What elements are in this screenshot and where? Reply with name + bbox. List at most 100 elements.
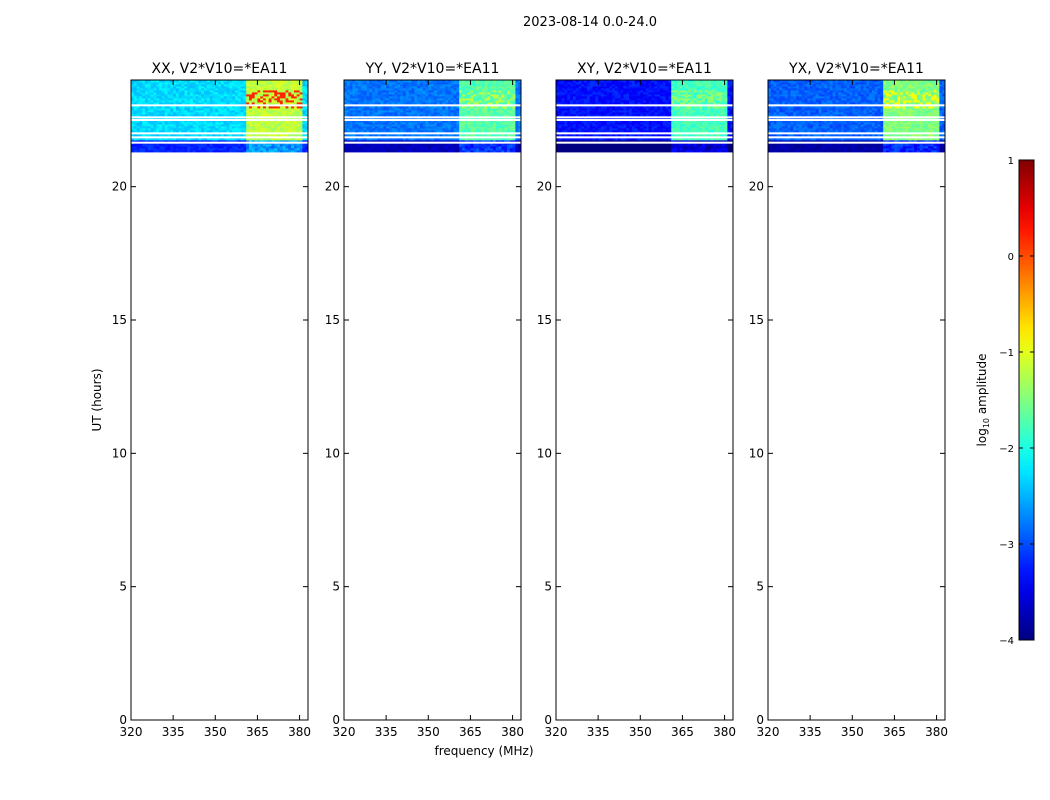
heatmap-cell bbox=[442, 92, 446, 95]
heatmap-cell bbox=[495, 112, 499, 115]
heatmap-cell bbox=[617, 144, 622, 147]
heatmap-cell bbox=[139, 80, 143, 83]
heatmap-cell bbox=[156, 134, 160, 137]
heatmap-cell bbox=[403, 112, 407, 115]
heatmap-cell bbox=[512, 110, 516, 113]
heatmap-cell bbox=[360, 130, 365, 133]
heatmap-cell bbox=[456, 134, 460, 137]
heatmap-cell bbox=[234, 128, 239, 131]
heatmap-cell bbox=[419, 150, 424, 153]
heatmap-cell bbox=[366, 144, 370, 147]
heatmap-cell bbox=[246, 80, 250, 83]
heatmap-cell bbox=[363, 96, 367, 99]
heatmap-cell bbox=[467, 84, 471, 87]
heatmap-cell bbox=[425, 114, 429, 117]
heatmap-cell bbox=[218, 150, 222, 153]
heatmap-cell bbox=[707, 150, 711, 153]
heatmap-cell bbox=[484, 138, 488, 141]
heatmap-cell bbox=[218, 128, 222, 131]
heatmap-cell bbox=[456, 100, 460, 103]
heatmap-cell bbox=[501, 94, 505, 97]
heatmap-cell bbox=[226, 150, 230, 153]
heatmap-cell bbox=[215, 90, 219, 93]
heatmap-cell bbox=[481, 120, 485, 123]
heatmap-cell bbox=[495, 134, 499, 137]
heatmap-cell bbox=[268, 84, 272, 87]
heatmap-cell bbox=[358, 100, 362, 103]
heatmap-cell bbox=[445, 92, 449, 95]
heatmap-cell bbox=[161, 130, 166, 133]
heatmap-cell bbox=[285, 148, 289, 151]
heatmap-cell bbox=[344, 84, 348, 87]
heatmap-cell bbox=[204, 126, 208, 129]
heatmap-cell bbox=[136, 98, 140, 101]
heatmap-cell bbox=[246, 150, 250, 153]
heatmap-cell bbox=[490, 114, 494, 117]
heatmap-cell bbox=[363, 86, 367, 89]
heatmap-cell bbox=[257, 84, 261, 87]
heatmap-cell bbox=[257, 140, 261, 143]
heatmap-cell bbox=[147, 110, 152, 113]
heatmap-cell bbox=[518, 140, 522, 143]
heatmap-cell bbox=[175, 134, 180, 137]
heatmap-cell bbox=[476, 88, 480, 91]
heatmap-cell bbox=[302, 86, 306, 89]
heatmap-cell bbox=[428, 86, 432, 89]
heatmap-cell bbox=[498, 126, 502, 129]
heatmap-cell bbox=[229, 150, 233, 153]
heatmap-cell bbox=[145, 88, 149, 91]
heatmap-cell bbox=[676, 148, 681, 151]
heatmap-cell bbox=[153, 108, 157, 111]
heatmap-cell bbox=[223, 120, 227, 123]
heatmap-cell bbox=[184, 84, 188, 87]
heatmap-cell bbox=[419, 120, 424, 123]
heatmap-cell bbox=[699, 146, 703, 149]
heatmap-cell bbox=[260, 112, 264, 115]
heatmap-cell bbox=[366, 148, 370, 151]
heatmap-cell bbox=[150, 98, 154, 101]
heatmap-cell bbox=[386, 140, 390, 143]
heatmap-cell bbox=[481, 96, 485, 99]
heatmap-cell bbox=[730, 146, 734, 149]
heatmap-cell bbox=[473, 112, 477, 115]
heatmap-cell bbox=[302, 90, 306, 93]
heatmap-cell bbox=[400, 108, 404, 111]
heatmap-cell bbox=[263, 148, 267, 151]
heatmap-cell bbox=[445, 122, 449, 125]
heatmap-cell bbox=[377, 130, 381, 133]
heatmap-cell bbox=[363, 122, 367, 125]
heatmap-cell bbox=[277, 110, 281, 113]
heatmap-cell bbox=[133, 98, 138, 101]
heatmap-cell bbox=[237, 86, 241, 89]
heatmap-cell bbox=[360, 120, 365, 123]
heatmap-cell bbox=[470, 80, 474, 83]
heatmap-cell bbox=[352, 124, 356, 127]
heatmap-cell bbox=[436, 114, 440, 117]
heatmap-cell bbox=[360, 82, 365, 85]
heatmap-cell bbox=[504, 94, 508, 97]
heatmap-cell bbox=[246, 108, 250, 111]
heatmap-cell bbox=[383, 134, 387, 137]
heatmap-cell bbox=[153, 100, 157, 103]
heatmap-cell bbox=[257, 120, 261, 123]
heatmap-cell bbox=[724, 146, 728, 149]
heatmap-cell bbox=[685, 148, 689, 151]
heatmap-cell bbox=[164, 84, 168, 87]
heatmap-cell bbox=[170, 82, 174, 85]
heatmap-cell bbox=[215, 114, 219, 117]
heatmap-cell bbox=[229, 98, 233, 101]
heatmap-cell bbox=[397, 140, 401, 143]
heatmap-cell bbox=[346, 134, 351, 137]
heatmap-cell bbox=[226, 100, 230, 103]
heatmap-cell bbox=[492, 114, 497, 117]
heatmap-cell bbox=[453, 148, 457, 151]
heatmap-cell bbox=[481, 86, 485, 89]
heatmap-cell bbox=[293, 140, 298, 143]
heatmap-cell bbox=[355, 96, 359, 99]
heatmap-cell bbox=[237, 80, 241, 83]
heatmap-cell bbox=[476, 126, 480, 129]
heatmap-cell bbox=[693, 140, 697, 143]
heatmap-cell bbox=[358, 110, 362, 113]
heatmap-cell bbox=[433, 144, 438, 147]
heatmap-cell bbox=[425, 112, 429, 115]
